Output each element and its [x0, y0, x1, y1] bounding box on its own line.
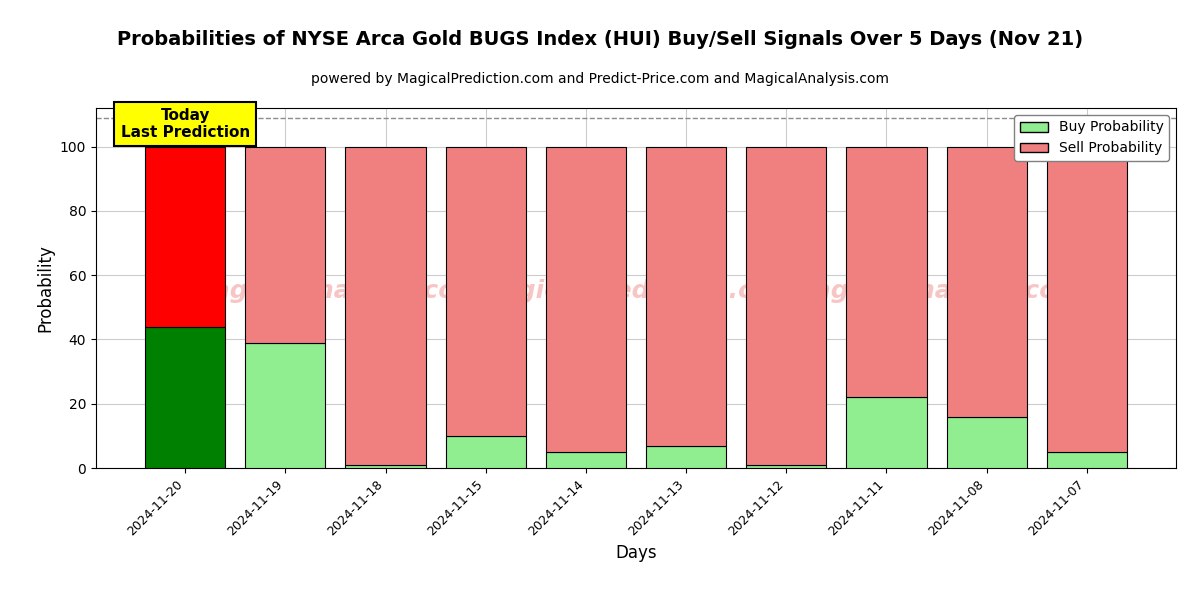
Bar	[346, 465, 426, 468]
Bar	[1046, 146, 1127, 452]
Bar	[145, 146, 226, 326]
Bar	[445, 436, 526, 468]
Y-axis label: Probability: Probability	[36, 244, 54, 332]
X-axis label: Days: Days	[616, 544, 656, 562]
Text: MagicalAnalysis.com: MagicalAnalysis.com	[790, 279, 1084, 303]
Legend: Buy Probability, Sell Probability: Buy Probability, Sell Probability	[1014, 115, 1169, 161]
Bar	[947, 416, 1027, 468]
Bar	[947, 146, 1027, 416]
Bar	[846, 397, 926, 468]
Text: MagicalPrediction.com: MagicalPrediction.com	[476, 279, 796, 303]
Text: powered by MagicalPrediction.com and Predict-Price.com and MagicalAnalysis.com: powered by MagicalPrediction.com and Pre…	[311, 72, 889, 86]
Bar	[346, 146, 426, 465]
Bar	[546, 452, 626, 468]
Text: Today
Last Prediction: Today Last Prediction	[120, 108, 250, 140]
Bar	[646, 146, 726, 445]
Bar	[145, 326, 226, 468]
Bar	[445, 146, 526, 436]
Bar	[846, 146, 926, 397]
Bar	[1046, 452, 1127, 468]
Bar	[746, 465, 827, 468]
Bar	[546, 146, 626, 452]
Bar	[646, 445, 726, 468]
Bar	[245, 146, 325, 343]
Text: MagicalAnalysis.com: MagicalAnalysis.com	[188, 279, 482, 303]
Bar	[746, 146, 827, 465]
Bar	[245, 343, 325, 468]
Text: Probabilities of NYSE Arca Gold BUGS Index (HUI) Buy/Sell Signals Over 5 Days (N: Probabilities of NYSE Arca Gold BUGS Ind…	[116, 30, 1084, 49]
